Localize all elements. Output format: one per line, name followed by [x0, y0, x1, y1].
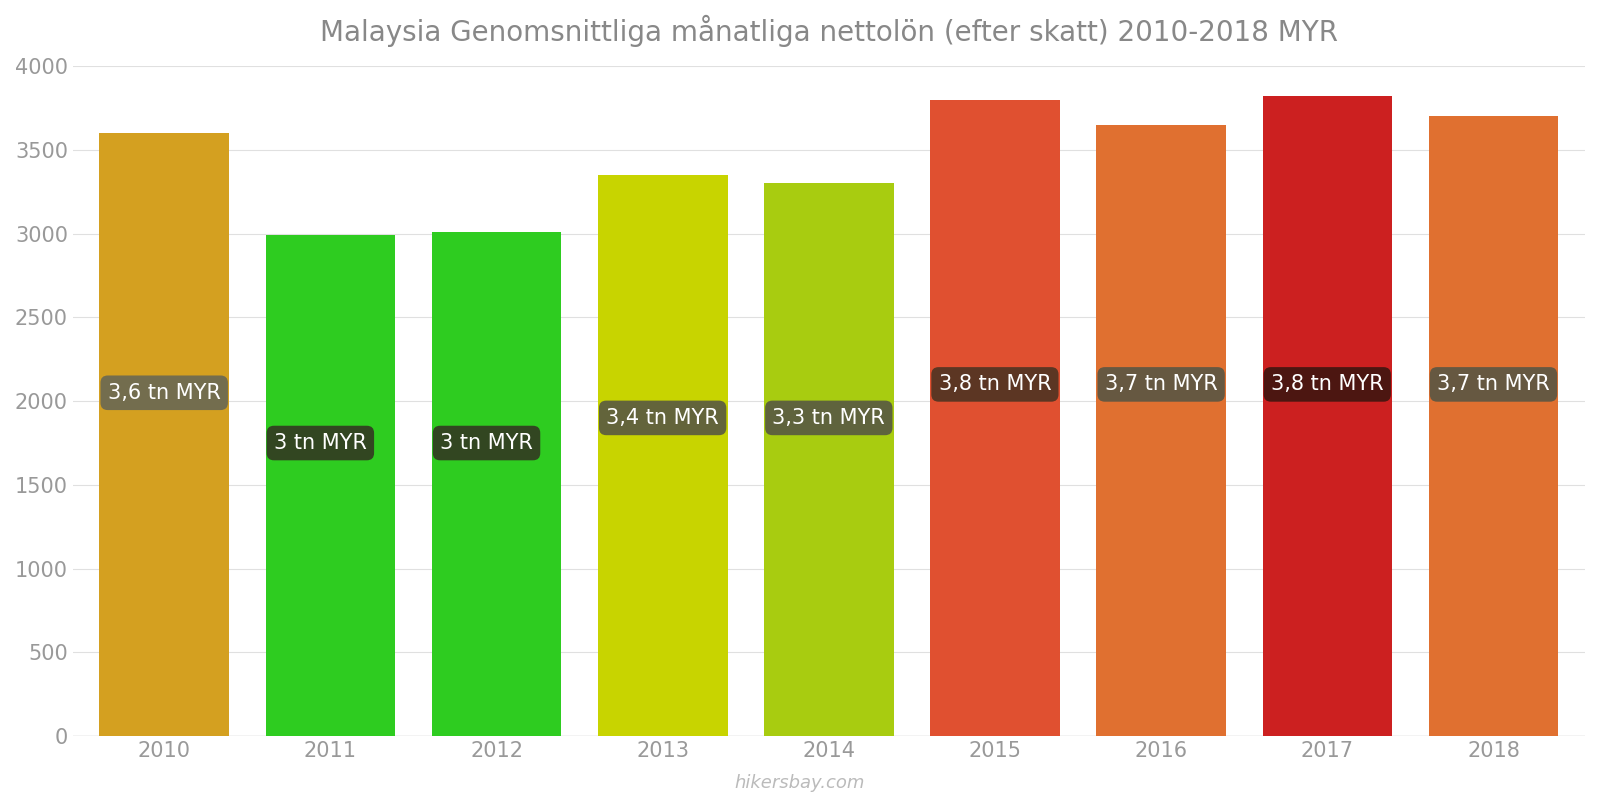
Bar — [1262, 96, 1392, 736]
Bar — [1429, 117, 1558, 736]
Text: 3,7 tn MYR: 3,7 tn MYR — [1437, 374, 1550, 394]
Bar — [1096, 125, 1226, 736]
Text: 3,3 tn MYR: 3,3 tn MYR — [773, 408, 885, 428]
Text: 3 tn MYR: 3 tn MYR — [274, 433, 366, 453]
Text: 3 tn MYR: 3 tn MYR — [440, 433, 533, 453]
Text: 3,4 tn MYR: 3,4 tn MYR — [606, 408, 718, 428]
Text: 3,8 tn MYR: 3,8 tn MYR — [939, 374, 1051, 394]
Bar — [99, 133, 229, 736]
Text: 3,8 tn MYR: 3,8 tn MYR — [1270, 374, 1384, 394]
Bar — [930, 100, 1059, 736]
Bar — [432, 232, 562, 736]
Bar — [598, 175, 728, 736]
Text: 3,6 tn MYR: 3,6 tn MYR — [107, 382, 221, 402]
Text: hikersbay.com: hikersbay.com — [734, 774, 866, 792]
Bar — [266, 235, 395, 736]
Title: Malaysia Genomsnittliga månatliga nettolön (efter skatt) 2010-2018 MYR: Malaysia Genomsnittliga månatliga nettol… — [320, 15, 1338, 47]
Text: 3,7 tn MYR: 3,7 tn MYR — [1104, 374, 1218, 394]
Bar — [765, 183, 894, 736]
